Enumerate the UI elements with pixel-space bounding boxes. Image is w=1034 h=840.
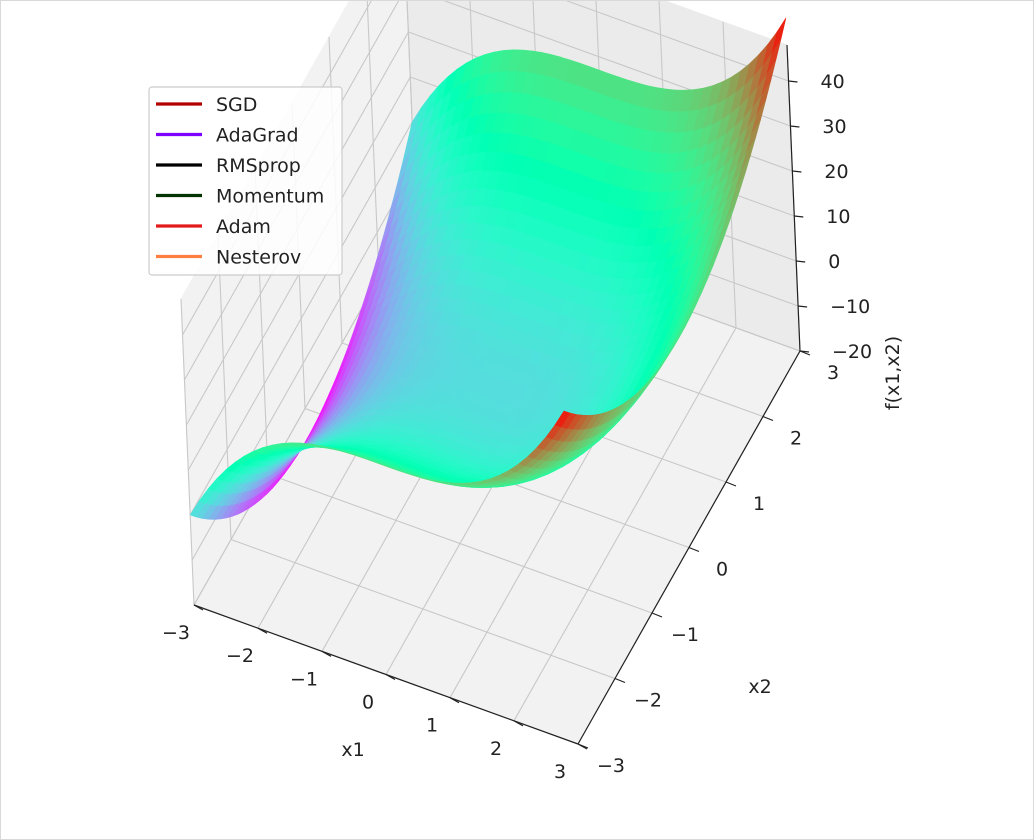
x2-tick-mark [651,612,663,618]
x1-tick-label: 0 [362,692,374,714]
x1-tick-label: −2 [226,645,254,667]
x1-tick-mark [449,697,460,704]
x1-tick-mark [513,720,524,727]
x2-tick-mark [614,677,626,684]
grid-line-z-back [565,1,789,82]
y-axis-label: x2 [748,676,771,698]
grid-line-x2-floor [230,538,616,680]
z-tick-mark [788,80,798,83]
legend-label: Adam [216,216,271,238]
z-tick-label: −20 [832,341,872,363]
x1-tick-label: 3 [554,761,566,783]
x2-tick-label: 2 [790,428,802,450]
legend-label: AdaGrad [216,125,299,147]
grid-line-z-left [189,121,413,516]
x2-tick-mark [577,743,589,749]
grid-line-x2-left [366,1,380,278]
z-tick-label: 30 [822,116,846,138]
legend-label: SGD [216,94,257,116]
x2-tick-label: −3 [597,755,625,777]
z-tick-mark [799,350,810,353]
x1-tick-mark [257,627,268,634]
z-axis-line [786,44,801,352]
x2-tick-label: −1 [671,624,699,646]
z-axis-label: f(x1,x2) [882,336,904,410]
z-tick-mark [798,305,808,308]
x1-tick-mark [193,604,204,611]
x1-tick-label: 1 [426,715,438,737]
z-tick-mark [794,215,804,218]
x2-tick-label: 0 [716,559,728,581]
z-tick-label: 0 [828,251,840,273]
legend-label: Nesterov [216,247,301,269]
z-tick-label: −10 [830,296,870,318]
surface-mesh [189,17,787,520]
z-tick-label: 40 [821,71,845,93]
legend-label: Momentum [216,186,324,208]
x-axis-label: x1 [341,739,364,761]
x1-tick-label: −1 [290,668,318,690]
x2-tick-mark [762,415,774,422]
x1-tick-label: 2 [490,738,502,760]
surface-patch [554,410,571,428]
z-tick-label: 10 [826,206,850,228]
x2-tick-label: 1 [753,493,765,515]
x1-tick-label: −3 [162,622,190,644]
legend-label: RMSprop [216,155,301,177]
grid-line-x2-floor [267,473,653,614]
legend: SGD AdaGrad RMSprop Momentum Adam Nesterov [148,86,343,276]
x1-tick-mark [321,650,332,657]
x1-tick-mark [385,673,396,681]
z-tick-label: 20 [824,161,848,183]
z-tick-mark [790,125,800,128]
x2-tick-label: 3 [827,362,839,384]
grid-line-x2-left [180,298,195,606]
x2-tick-mark [725,481,737,487]
x2-tick-mark [688,546,700,553]
z-tick-mark [792,170,802,173]
z-tick-mark [796,260,806,263]
x2-tick-label: −2 [634,690,662,712]
